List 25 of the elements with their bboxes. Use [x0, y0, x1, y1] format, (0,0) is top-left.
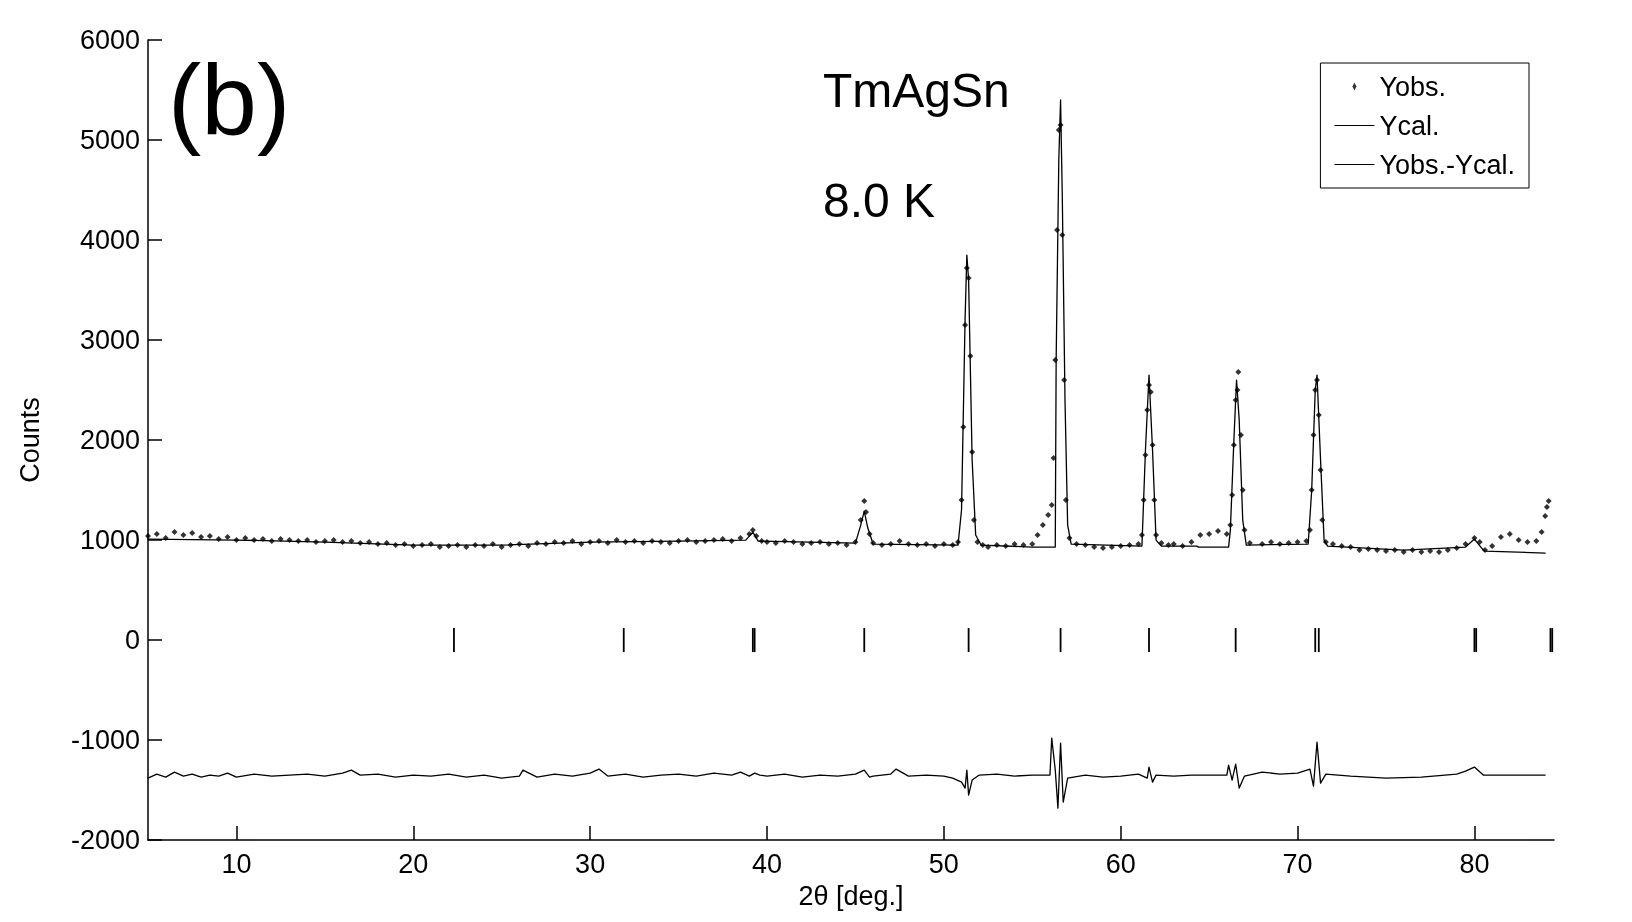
y-tick-label: -2000	[70, 825, 140, 856]
x-tick-label: 80	[1459, 848, 1490, 879]
y-axis-title: Counts	[14, 397, 45, 483]
y-tick-label: 1000	[79, 525, 140, 556]
x-axis-title: 2θ [deg.]	[798, 880, 904, 911]
y-tick-label: 4000	[79, 225, 140, 256]
legend-label: Yobs.	[1379, 71, 1446, 102]
y-tick-label: 0	[124, 625, 140, 656]
y-tick-label: -1000	[70, 725, 140, 756]
x-tick-label: 70	[1282, 848, 1313, 879]
x-tick-label: 60	[1105, 848, 1136, 879]
annotation: 8.0 K	[823, 173, 936, 227]
y-tick-label: 5000	[79, 125, 140, 156]
y-tick-label: 2000	[79, 425, 140, 456]
y-tick-label: 6000	[79, 25, 140, 55]
x-tick-label: 20	[398, 848, 429, 879]
x-tick-label: 40	[751, 848, 783, 879]
annotation: TmAgSn	[823, 63, 1010, 117]
legend-label: Yobs.-Ycal.	[1379, 149, 1516, 180]
legend-label: Ycal.	[1379, 110, 1440, 141]
x-tick-label: 50	[928, 848, 959, 879]
x-tick-label: 10	[221, 848, 252, 879]
annotation: (b)	[168, 44, 291, 156]
x-tick-label: 30	[575, 848, 606, 879]
y-tick-label: 3000	[79, 325, 140, 356]
